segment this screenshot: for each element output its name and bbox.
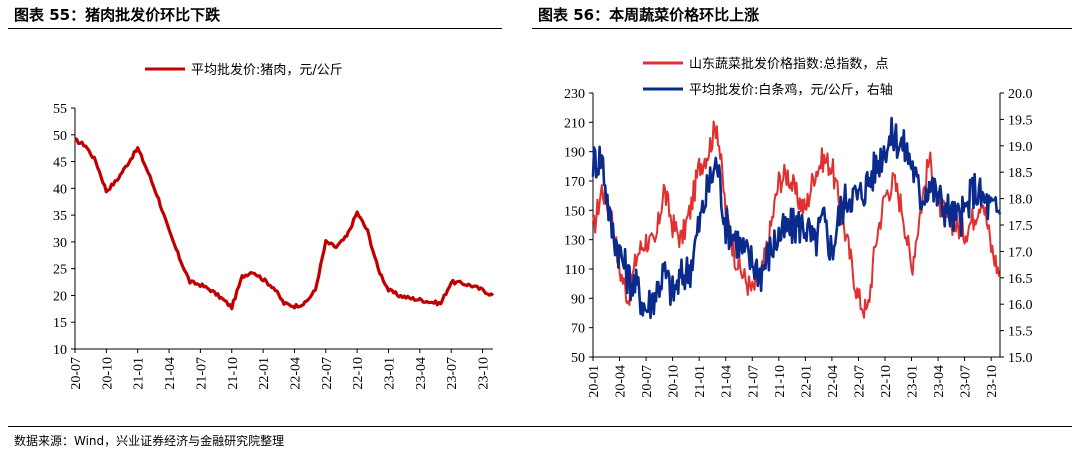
right-xtick-label: 20-07 — [640, 365, 655, 398]
left-xtick-label: 23-10 — [477, 357, 492, 390]
right-xtick-label: 21-01 — [693, 365, 708, 398]
right-xtick-label: 22-07 — [852, 365, 867, 398]
left-ytick-label: 45 — [53, 156, 67, 171]
left-xtick-label: 21-01 — [132, 357, 147, 390]
left-xtick-label: 22-01 — [257, 357, 272, 390]
right-xtick-label: 22-10 — [879, 365, 894, 398]
right-y2tick-label: 15.5 — [1008, 325, 1033, 340]
right-ytick-label: 50 — [571, 351, 585, 366]
right-xtick-label: 22-04 — [826, 365, 841, 398]
right-xtick-label: 23-10 — [985, 365, 1000, 398]
right-xtick-label: 20-04 — [614, 365, 629, 398]
right-legend-label-2: 平均批发价:白条鸡，元/公斤，右轴 — [689, 82, 893, 98]
left-xtick-label: 21-10 — [226, 357, 241, 390]
left-xtick-label: 22-04 — [288, 357, 303, 390]
left-xtick-label: 22-07 — [320, 357, 335, 390]
right-ytick-label: 150 — [564, 204, 585, 219]
source-note: 数据来源：Wind，兴业证券经济与金融研究院整理 — [14, 434, 285, 448]
left-ytick-label: 35 — [53, 209, 67, 224]
right-xtick-label: 20-10 — [667, 365, 682, 398]
left-xtick-label: 20-10 — [100, 357, 115, 390]
left-xtick-label: 21-07 — [194, 357, 209, 390]
right-xtick-label: 21-04 — [720, 365, 735, 398]
left-title-rule — [8, 28, 502, 29]
right-ytick-label: 110 — [565, 263, 585, 278]
left-series-line-1 — [74, 137, 495, 311]
left-ytick-label: 25 — [53, 263, 67, 278]
right-y2tick-label: 18.5 — [1008, 166, 1033, 181]
right-xtick-label: 23-07 — [959, 365, 974, 398]
left-ytick-label: 20 — [53, 289, 67, 304]
left-xtick-label: 21-04 — [163, 357, 178, 390]
right-xtick-label: 21-10 — [773, 365, 788, 398]
left-ytick-label: 50 — [53, 129, 67, 144]
right-y2tick-label: 17.5 — [1008, 219, 1033, 234]
right-y2tick-label: 17.0 — [1008, 245, 1033, 260]
right-ytick-label: 230 — [564, 87, 585, 102]
right-y2tick-label: 20.0 — [1008, 87, 1033, 102]
right-title-rule — [532, 28, 1072, 29]
right-chart-title: 图表 56：本周蔬菜价格环比上涨 — [538, 6, 760, 24]
right-y2tick-label: 15.0 — [1008, 351, 1033, 366]
footer-rule — [8, 426, 1072, 427]
right-y2tick-label: 19.5 — [1008, 113, 1033, 128]
right-ytick-label: 90 — [571, 292, 585, 307]
left-ytick-label: 55 — [53, 102, 67, 117]
right-xtick-label: 23-04 — [932, 365, 947, 398]
left-chart-title: 图表 55：猪肉批发价环比下跌 — [14, 6, 221, 24]
right-ytick-label: 70 — [571, 322, 585, 337]
right-xtick-label: 20-01 — [587, 365, 602, 398]
right-xtick-label: 23-01 — [906, 365, 921, 398]
left-ytick-label: 10 — [53, 343, 67, 358]
right-y2tick-label: 19.0 — [1008, 140, 1033, 155]
right-y2tick-label: 16.5 — [1008, 272, 1033, 287]
right-xtick-label: 22-01 — [799, 365, 814, 398]
right-xtick-label: 21-07 — [746, 365, 761, 398]
right-series-line-2 — [591, 116, 1002, 320]
right-legend-label-1: 山东蔬菜批发价格指数:总指数，点 — [689, 56, 888, 72]
left-xtick-label: 20-07 — [69, 357, 84, 390]
left-ytick-label: 30 — [53, 236, 67, 251]
left-xtick-label: 23-04 — [414, 357, 429, 390]
right-ytick-label: 210 — [564, 116, 585, 131]
left-xtick-label: 23-01 — [383, 357, 398, 390]
left-ytick-label: 15 — [53, 316, 67, 331]
left-ytick-label: 40 — [53, 182, 67, 197]
left-xtick-label: 22-10 — [351, 357, 366, 390]
right-ytick-label: 190 — [564, 146, 585, 161]
right-y2tick-label: 16.0 — [1008, 298, 1033, 313]
right-ytick-label: 130 — [564, 234, 585, 249]
right-ytick-label: 170 — [564, 175, 585, 190]
left-legend-label-1: 平均批发价:猪肉，元/公斤 — [191, 62, 343, 78]
left-xtick-label: 23-07 — [445, 357, 460, 390]
right-y2tick-label: 18.0 — [1008, 193, 1033, 208]
